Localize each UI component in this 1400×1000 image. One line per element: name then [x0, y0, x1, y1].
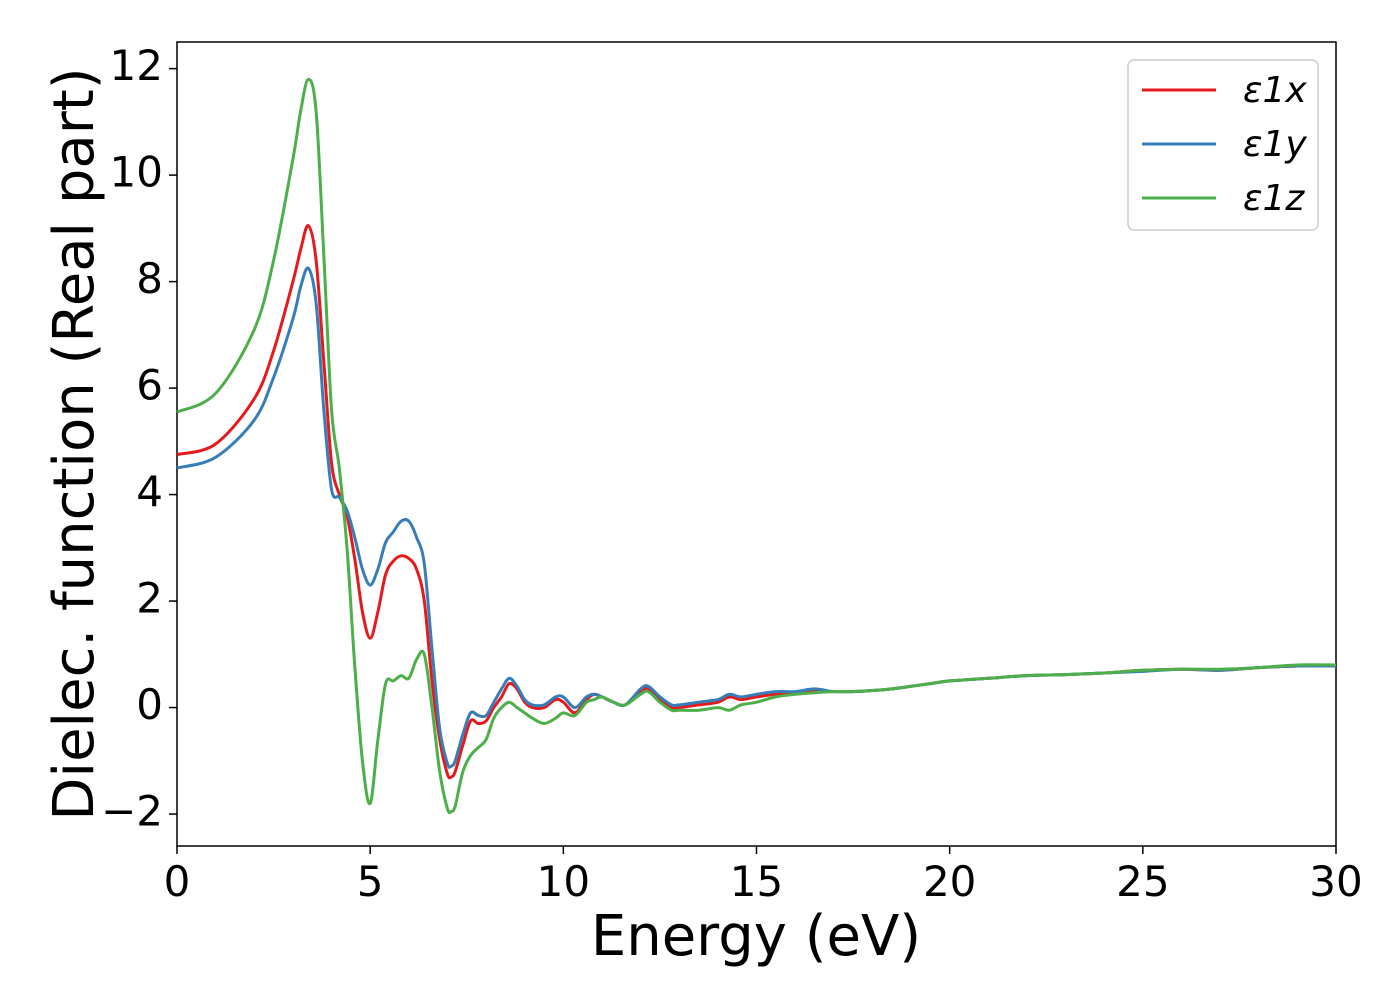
- y-tick-label: −2: [101, 787, 163, 836]
- x-tick-label: 10: [537, 857, 590, 906]
- x-tick-label: 0: [164, 857, 191, 906]
- y-axis-label: Dielec. function (Real part): [42, 67, 107, 820]
- y-tick-label: 10: [110, 148, 163, 197]
- x-tick-label: 25: [1116, 857, 1169, 906]
- x-tick-label: 20: [923, 857, 976, 906]
- y-tick-label: 12: [110, 41, 163, 90]
- y-tick-label: 4: [136, 467, 163, 516]
- y-tick-label: 6: [136, 361, 163, 410]
- x-axis-label: Energy (eV): [591, 904, 921, 969]
- x-tick-label: 5: [357, 857, 384, 906]
- legend-label-2: ε1y: [1243, 124, 1307, 165]
- y-tick-label: 8: [136, 254, 163, 303]
- x-tick-label: 30: [1309, 857, 1362, 906]
- legend: ε1x ε1y ε1z: [1127, 59, 1319, 231]
- x-axis-ticks: 0 5 10 15 20 25 30: [164, 846, 1363, 906]
- series-line-3: [176, 77, 1337, 815]
- series-layer: [176, 77, 1337, 815]
- legend-label-3: ε1z: [1243, 178, 1305, 219]
- y-tick-label: 0: [136, 680, 163, 729]
- legend-label-1: ε1x: [1243, 70, 1307, 111]
- y-tick-label: 2: [136, 574, 163, 623]
- y-axis-ticks: −2 0 2 4 6 8 10 12: [101, 41, 177, 836]
- legend-box: [1127, 59, 1319, 231]
- x-tick-label: 15: [730, 857, 783, 906]
